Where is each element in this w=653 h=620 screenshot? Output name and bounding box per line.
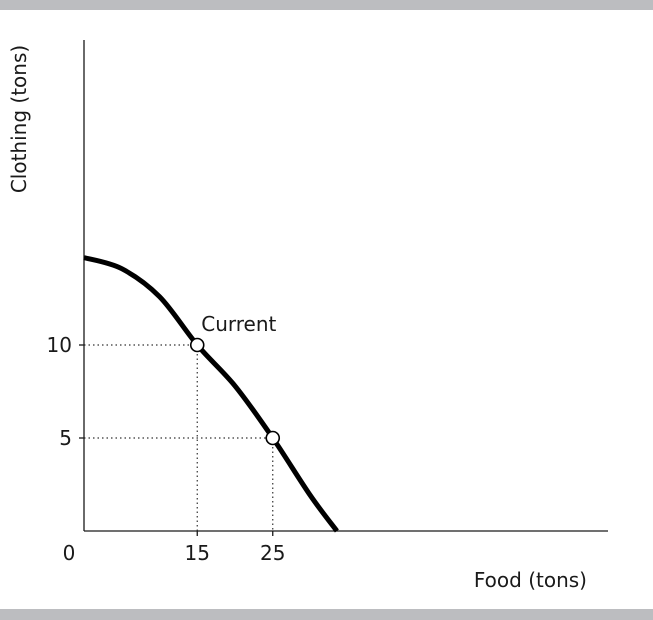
- curve-points: Current: [189, 312, 281, 446]
- x-tick-label-15: 15: [185, 541, 210, 565]
- y-tick-label-10: 10: [47, 333, 72, 357]
- x-axis-title: Food (tons): [474, 568, 587, 592]
- y-axis-title: Clothing (tons): [7, 45, 31, 193]
- guide-lines: [84, 344, 274, 531]
- x-tick-label-25: 25: [260, 541, 285, 565]
- production-possibilities-curve: [83, 255, 339, 533]
- y-tick-label-5: 5: [59, 426, 72, 450]
- axis-ticks: 5 10 15 25: [47, 333, 286, 565]
- top-border-band: [0, 0, 653, 10]
- bottom-border-band: [0, 609, 653, 620]
- origin-label: 0: [63, 541, 76, 565]
- point-marker-1: [265, 430, 281, 446]
- point-label-0: Current: [201, 312, 276, 336]
- point-marker-0: [189, 337, 205, 353]
